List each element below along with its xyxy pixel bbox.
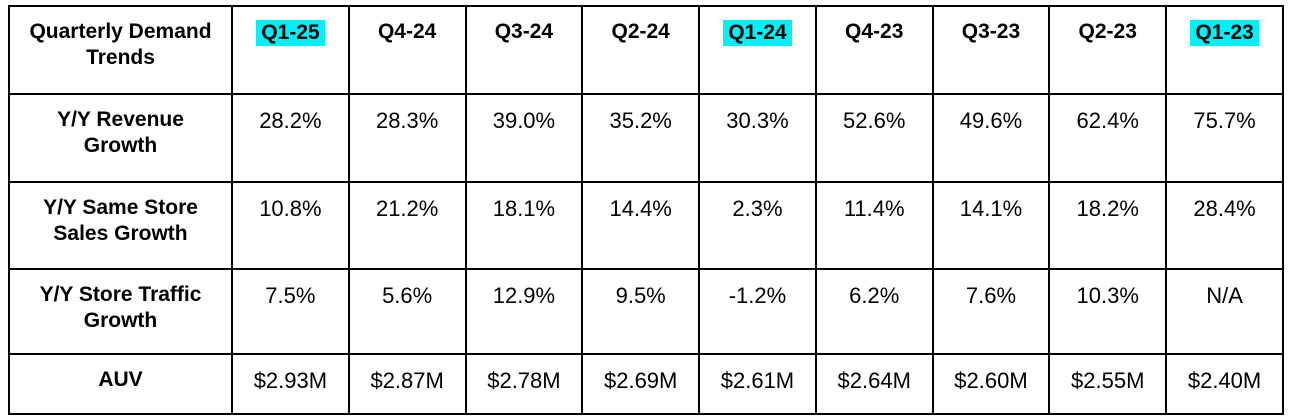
table-row-auv: AUV $2.93M $2.87M $2.78M $2.69M $2.61M $… <box>8 353 1284 415</box>
column-header-q4-23: Q4-23 <box>814 5 934 95</box>
data-cell: N/A <box>1165 268 1284 355</box>
highlight: Q1-25 <box>256 20 325 46</box>
data-cell: 21.2% <box>347 181 467 270</box>
column-header-q2-24: Q2-24 <box>581 5 701 95</box>
column-header-q3-24: Q3-24 <box>464 5 584 95</box>
data-cell: $2.61M <box>698 353 817 415</box>
data-cell: $2.64M <box>814 353 934 415</box>
data-cell: 18.1% <box>464 181 584 270</box>
data-cell: $2.40M <box>1165 353 1284 415</box>
data-cell: 18.2% <box>1048 181 1168 270</box>
table-row-revenue-growth: Y/Y Revenue Growth 28.2% 28.3% 39.0% 35.… <box>8 93 1284 183</box>
data-cell: -1.2% <box>698 268 817 355</box>
data-cell: 11.4% <box>814 181 934 270</box>
data-cell: $2.93M <box>231 353 350 415</box>
data-cell: $2.55M <box>1048 353 1168 415</box>
table-row-same-store-sales-growth: Y/Y Same Store Sales Growth 10.8% 21.2% … <box>8 181 1284 270</box>
quarterly-demand-trends-table: Quarterly Demand Trends Q1-25 Q4-24 Q3-2… <box>8 5 1284 415</box>
data-cell: 12.9% <box>464 268 584 355</box>
data-cell: 62.4% <box>1048 93 1168 183</box>
row-label-store-traffic-growth: Y/Y Store Traffic Growth <box>8 268 233 355</box>
column-header-q3-23: Q3-23 <box>931 5 1051 95</box>
row-label-revenue-growth: Y/Y Revenue Growth <box>8 93 233 183</box>
column-header-q4-24: Q4-24 <box>347 5 467 95</box>
data-cell: $2.87M <box>347 353 467 415</box>
data-cell: 10.3% <box>1048 268 1168 355</box>
data-cell: 75.7% <box>1165 93 1284 183</box>
data-cell: 5.6% <box>347 268 467 355</box>
data-cell: $2.69M <box>581 353 701 415</box>
column-header-q1-23: Q1-23 <box>1165 5 1284 95</box>
data-cell: $2.78M <box>464 353 584 415</box>
table-row-store-traffic-growth: Y/Y Store Traffic Growth 7.5% 5.6% 12.9%… <box>8 268 1284 355</box>
column-header-q1-24: Q1-24 <box>698 5 817 95</box>
data-cell: 7.6% <box>931 268 1051 355</box>
column-header-q2-23: Q2-23 <box>1048 5 1168 95</box>
row-label-same-store-sales-growth: Y/Y Same Store Sales Growth <box>8 181 233 270</box>
column-header-q1-25: Q1-25 <box>231 5 350 95</box>
table-header-row: Quarterly Demand Trends Q1-25 Q4-24 Q3-2… <box>8 5 1284 95</box>
data-cell: 28.4% <box>1165 181 1284 270</box>
data-cell: 6.2% <box>814 268 934 355</box>
highlight: Q1-24 <box>723 20 792 46</box>
data-cell: 30.3% <box>698 93 817 183</box>
highlight: Q1-23 <box>1190 20 1259 46</box>
data-cell: 10.8% <box>231 181 350 270</box>
data-cell: 28.2% <box>231 93 350 183</box>
data-cell: 7.5% <box>231 268 350 355</box>
data-cell: 39.0% <box>464 93 584 183</box>
data-cell: 35.2% <box>581 93 701 183</box>
data-cell: 9.5% <box>581 268 701 355</box>
data-cell: 2.3% <box>698 181 817 270</box>
data-cell: 14.4% <box>581 181 701 270</box>
table-title-cell: Quarterly Demand Trends <box>8 5 233 95</box>
row-label-auv: AUV <box>8 353 233 415</box>
data-cell: 52.6% <box>814 93 934 183</box>
data-cell: 28.3% <box>347 93 467 183</box>
data-cell: 49.6% <box>931 93 1051 183</box>
data-cell: $2.60M <box>931 353 1051 415</box>
data-cell: 14.1% <box>931 181 1051 270</box>
